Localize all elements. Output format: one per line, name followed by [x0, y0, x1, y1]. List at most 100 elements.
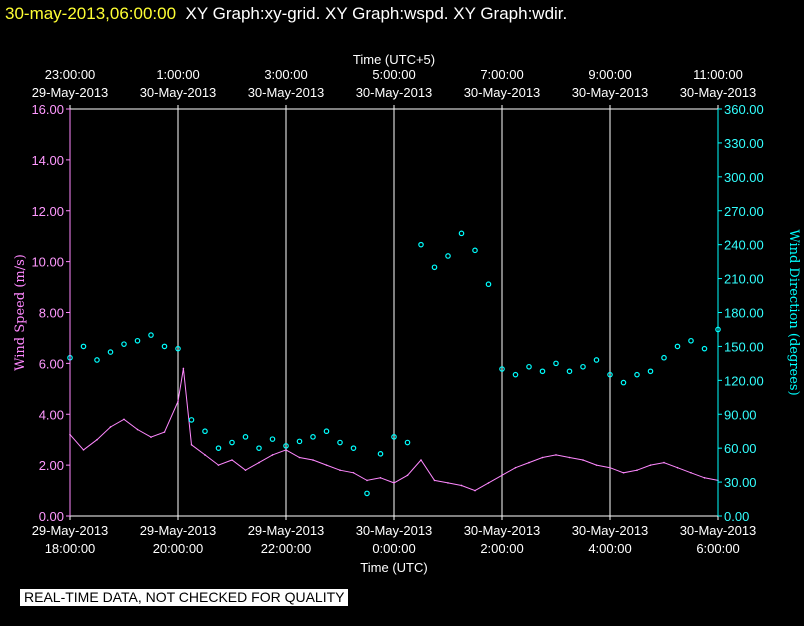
bottom-tick-time: 4:00:00 [588, 541, 631, 556]
top-tick-date: 30-May-2013 [248, 85, 325, 100]
wind-direction-point [269, 436, 276, 442]
wind-direction-point [701, 345, 708, 352]
wind-speed-point [595, 464, 598, 466]
wind-direction-point [539, 368, 546, 375]
wind-speed-point [514, 466, 517, 469]
right-tick-label: 300.00 [724, 170, 764, 185]
bottom-tick-date: 29-May-2013 [32, 523, 109, 538]
wind-speed-point [609, 466, 611, 469]
wind-direction-point [458, 230, 465, 237]
right-tick-label: 240.00 [724, 238, 764, 253]
wind-speed-point [406, 474, 409, 477]
bottom-tick-time: 0:00:00 [372, 541, 415, 556]
left-tick-label: 8.00 [39, 306, 64, 321]
left-tick-label: 12.00 [31, 204, 64, 219]
wind-speed-point [163, 431, 166, 433]
right-tick-label: 90.00 [724, 407, 757, 422]
top-tick-time: 9:00:00 [588, 67, 631, 82]
wind-direction-point [242, 434, 249, 440]
wind-direction-point [391, 434, 397, 440]
wind-speed-point [96, 438, 98, 441]
wind-direction-point [634, 371, 640, 378]
left-tick-label: 10.00 [31, 255, 64, 270]
chart-labels: 29-May-2013 18:00:00 29-May-2013 20:00:00 29… [13, 52, 801, 575]
wind-direction-point [607, 371, 613, 378]
top-tick-time: 7:00:00 [480, 67, 523, 82]
wind-speed-point [474, 489, 476, 492]
wind-speed-point [136, 428, 139, 431]
wind-speed-point [703, 477, 706, 479]
bottom-tick-time: 20:00:00 [153, 541, 204, 556]
wind-speed-point [204, 454, 206, 456]
wind-direction-point [80, 343, 87, 350]
top-axis-title: Time (UTC+5) [353, 52, 435, 67]
wind-direction-point [296, 438, 303, 445]
wind-direction-point [674, 343, 681, 350]
wind-direction-point [107, 349, 114, 355]
wind-direction-point [647, 368, 654, 375]
wind-direction-point [310, 434, 316, 440]
wind-speed-point [177, 400, 179, 403]
wind-speed-point [541, 456, 544, 459]
left-tick-label: 0.00 [39, 509, 64, 524]
wind-speed-point [582, 459, 584, 461]
wind-direction-point [161, 343, 168, 350]
graph-list-label: XY Graph:xy-grid. XY Graph:wspd. XY Grap… [185, 4, 568, 23]
chart-grid [69, 109, 719, 516]
wind-direction-point [94, 357, 100, 363]
wind-speed-point [325, 464, 328, 466]
wind-speed-point [109, 426, 112, 428]
right-axis-title: Wind Direction (degrees) [786, 229, 801, 395]
left-axis-title: Wind Speed (m/s) [13, 254, 28, 371]
wind-speed-line [69, 368, 719, 492]
wind-direction-point [553, 360, 559, 367]
top-tick-time: 23:00:00 [45, 67, 96, 82]
right-tick-label: 270.00 [724, 204, 764, 219]
wind-speed-point [339, 469, 341, 472]
wind-direction-point [526, 363, 532, 370]
top-tick-date: 30-May-2013 [356, 85, 433, 100]
right-tick-label: 210.00 [724, 272, 764, 287]
wind-speed-point [190, 443, 193, 446]
wind-speed-point [150, 436, 152, 438]
wind-speed-point [379, 477, 382, 479]
bottom-tick-date: 30-May-2013 [680, 523, 757, 538]
right-tick-label: 120.00 [724, 373, 764, 388]
wind-direction-point [175, 345, 181, 352]
quality-disclaimer: REAL-TIME DATA, NOT CHECKED FOR QUALITY [20, 589, 349, 606]
wind-direction-point [688, 337, 694, 344]
wind-speed-point [366, 479, 368, 482]
chart-title-line: 30-may-2013,06:00:00 XY Graph:xy-grid. X… [5, 4, 567, 24]
top-tick-time: 11:00:00 [693, 67, 743, 82]
wind-speed-point [649, 464, 652, 466]
wind-speed-point [622, 471, 625, 474]
wind-direction-point [485, 281, 492, 288]
wind-direction-point [202, 428, 208, 435]
left-tick-label: 16.00 [31, 102, 64, 117]
wind-speed-point [447, 482, 449, 484]
right-tick-label: 180.00 [724, 306, 764, 321]
right-tick-label: 360.00 [724, 102, 764, 117]
bottom-tick-time: 6:00:00 [696, 541, 739, 556]
top-tick-time: 1:00:00 [156, 67, 199, 82]
wind-speed-point [690, 471, 692, 474]
wind-direction-point [593, 357, 600, 363]
top-tick-date: 30-May-2013 [464, 85, 541, 100]
wind-direction-point [431, 264, 438, 271]
wind-direction-point [404, 439, 411, 446]
wind-speed-point [487, 482, 490, 484]
bottom-tick-date: 29-May-2013 [248, 523, 325, 538]
wind-speed-point [123, 418, 125, 421]
left-tick-label: 4.00 [39, 407, 64, 422]
wind-direction-point [215, 445, 222, 451]
bottom-tick-date: 30-May-2013 [572, 523, 649, 538]
bottom-tick-date: 29-May-2013 [140, 523, 217, 538]
bottom-tick-date: 30-May-2013 [356, 523, 433, 538]
wind-speed-point [555, 454, 557, 456]
top-tick-date: 30-May-2013 [140, 85, 217, 100]
wind-speed-point [352, 471, 355, 474]
bottom-axis-title: Time (UTC) [360, 560, 427, 575]
top-tick-date: 30-May-2013 [680, 85, 757, 100]
right-tick-label: 60.00 [724, 441, 757, 456]
wind-speed-point [433, 479, 436, 482]
